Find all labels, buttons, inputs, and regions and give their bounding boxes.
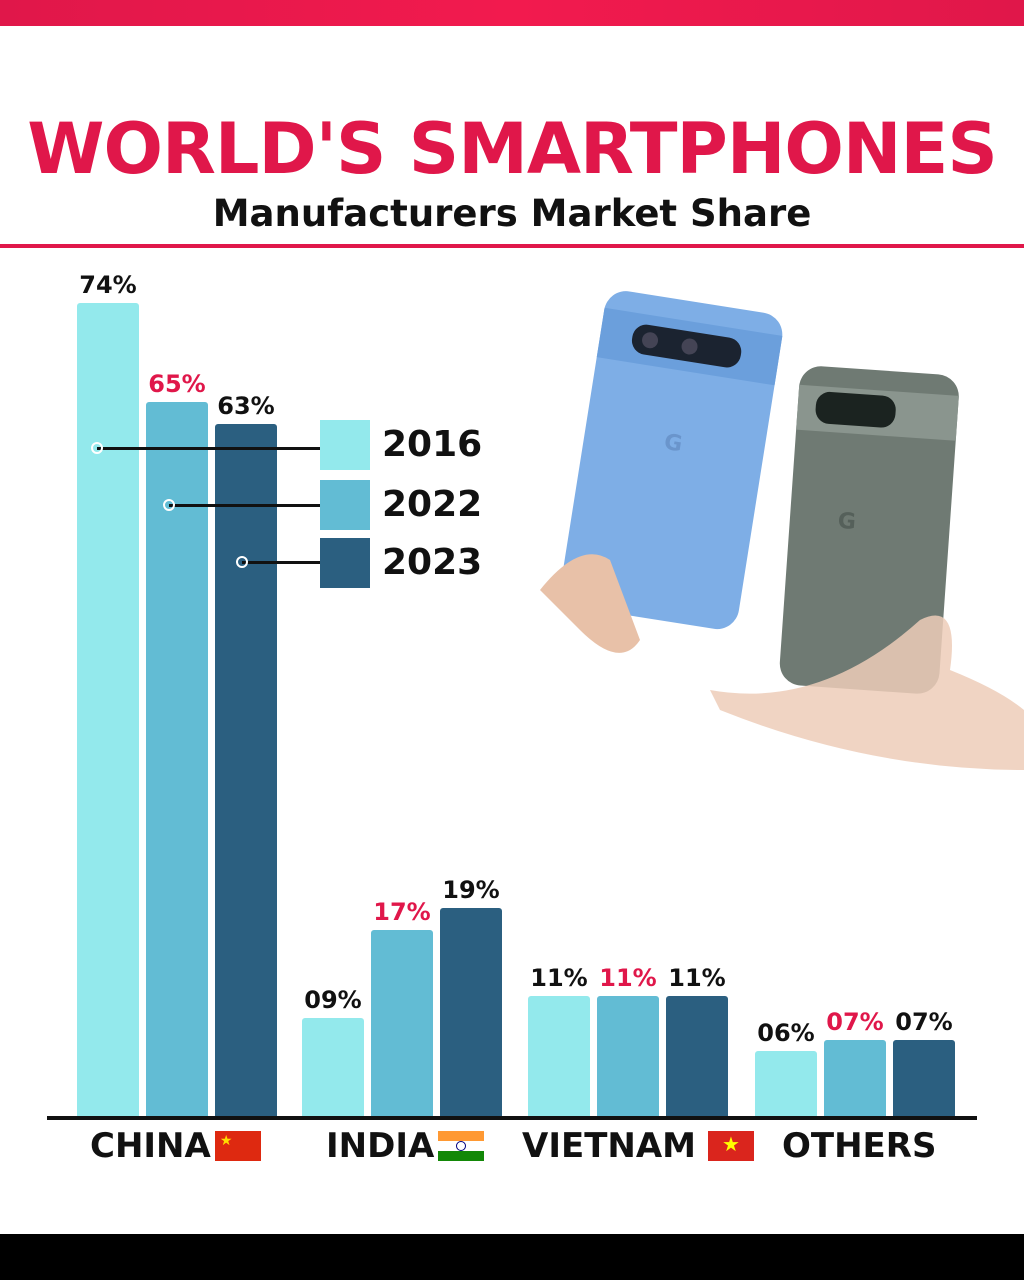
legend-swatch-2016 <box>320 420 370 470</box>
data-label: 11% <box>668 964 726 992</box>
vietnam-flag-icon: ★ <box>707 1131 754 1161</box>
category-label: OTHERS <box>782 1126 937 1166</box>
bar-india-2016 <box>302 1018 364 1117</box>
page-title: WORLD'S SMARTPHONES <box>27 108 998 190</box>
legend-leader-dot <box>91 442 103 454</box>
svg-text:G: G <box>662 430 684 458</box>
blue-phone: G <box>560 291 783 630</box>
data-label: 17% <box>373 898 431 926</box>
data-label: 74% <box>79 271 137 299</box>
bar-others-2016 <box>755 1051 817 1117</box>
page-subtitle: Manufacturers Market Share <box>212 192 812 235</box>
category-label: VIETNAM <box>522 1126 696 1166</box>
top-accent-bar <box>0 0 1024 26</box>
hand-right <box>710 615 1024 770</box>
title-divider <box>0 244 1024 248</box>
legend-label-2022: 2022 <box>382 484 483 525</box>
legend-leader-2023 <box>242 561 320 564</box>
bar-china-2022 <box>146 402 208 1117</box>
data-label: 11% <box>530 964 588 992</box>
bar-others-2023 <box>893 1040 955 1117</box>
bar-others-2022 <box>824 1040 886 1117</box>
legend-label-2016: 2016 <box>382 424 483 465</box>
legend-leader-2016 <box>97 447 320 450</box>
category-china: CHINA ★ <box>90 1126 261 1166</box>
legend-label-2023: 2023 <box>382 542 483 583</box>
legend-leader-dot <box>163 499 175 511</box>
data-label: 07% <box>895 1008 953 1036</box>
bar-vietnam-2022 <box>597 996 659 1117</box>
legend-swatch-2023 <box>320 538 370 588</box>
bar-india-2023 <box>440 908 502 1117</box>
bar-vietnam-2016 <box>528 996 590 1117</box>
category-label: INDIA <box>326 1126 435 1166</box>
bar-china-2016 <box>77 303 139 1117</box>
hand-left <box>540 554 640 653</box>
data-label: 19% <box>442 876 500 904</box>
legend-leader-2022 <box>169 504 320 507</box>
legend-leader-dot <box>236 556 248 568</box>
category-others: OTHERS <box>782 1126 936 1166</box>
bar-india-2022 <box>371 930 433 1117</box>
x-axis-baseline <box>47 1116 977 1120</box>
data-label: 09% <box>304 986 362 1014</box>
bar-vietnam-2023 <box>666 996 728 1117</box>
category-vietnam: VIETNAM ★ <box>522 1126 754 1166</box>
data-label: 65% <box>148 370 206 398</box>
bottom-bar <box>0 1234 1024 1280</box>
legend-swatch-2022 <box>320 480 370 530</box>
data-label: 11% <box>599 964 657 992</box>
category-label: CHINA <box>90 1126 211 1166</box>
svg-text:G: G <box>837 509 857 535</box>
category-india: INDIA <box>326 1126 485 1166</box>
bar-china-2023 <box>215 424 277 1117</box>
phones-illustration: G G <box>540 291 1024 770</box>
data-label: 06% <box>757 1019 815 1047</box>
data-label: 07% <box>826 1008 884 1036</box>
data-label: 63% <box>217 392 275 420</box>
gray-phone: G <box>779 366 959 694</box>
china-flag-icon: ★ <box>214 1131 261 1161</box>
india-flag-icon <box>438 1131 485 1161</box>
